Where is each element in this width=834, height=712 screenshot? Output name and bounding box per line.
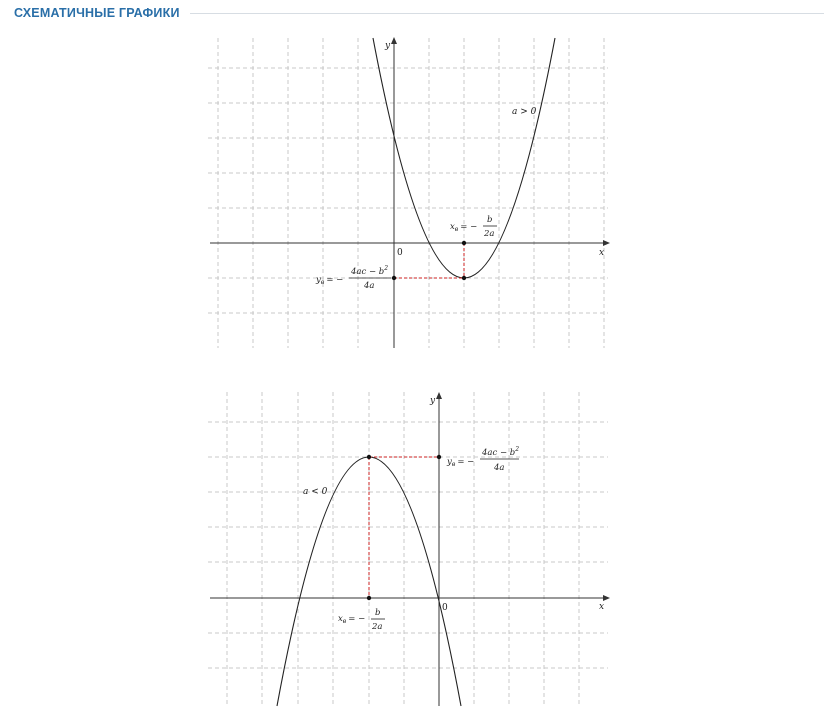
section-title: СХЕМАТИЧНЫЕ ГРАФИКИ (14, 6, 180, 20)
fraction-denominator: 2a (483, 229, 494, 239)
section-header: СХЕМАТИЧНЫЕ ГРАФИКИ (14, 4, 824, 22)
vertex-x-formula: xв = − b 2a (450, 215, 497, 239)
x-axis-arrow (603, 595, 610, 601)
graph-parabola-down: y x 0 a < 0 yв = − 4ac − b2 4a xв = − b 2a (208, 392, 610, 707)
svg-text:xв= −: xв = − (338, 614, 365, 625)
grid (208, 38, 608, 348)
fraction-denominator: 2a (371, 622, 382, 632)
svg-text:4ac − b2: 4ac − b2 (350, 265, 388, 277)
vertex-point (366, 454, 372, 460)
x-axis-label: x (599, 248, 604, 258)
condition-label: a < 0 (303, 487, 328, 497)
svg-text:yв= −: yв = − (446, 457, 474, 468)
vertex-y-formula: yв = − 4ac − b2 4a (446, 446, 519, 473)
svg-text:yв= −: yв = − (315, 275, 343, 286)
section-divider (189, 12, 824, 14)
vertex-y-formula: yв = − 4ac − b2 4a (315, 265, 391, 291)
vertex-x-formula: xв = − b 2a (338, 608, 385, 632)
vertex-y-point (391, 275, 397, 281)
vertex-y-point (436, 454, 442, 460)
svg-text:xв= −: xв = − (450, 222, 477, 233)
vertex-point (461, 275, 467, 281)
y-axis-arrow (391, 37, 397, 44)
fraction-denominator: 4a (493, 463, 504, 473)
vertex-x-point (461, 240, 467, 246)
condition-label: a > 0 (512, 107, 537, 117)
svg-text:4ac − b2: 4ac − b2 (481, 446, 519, 458)
y-axis-arrow (436, 392, 442, 399)
fraction-numerator: b (487, 215, 492, 225)
fraction-denominator: 4a (363, 281, 374, 291)
y-axis-label: y (429, 396, 436, 406)
y-axis-label: y (384, 41, 391, 51)
x-axis-arrow (603, 240, 610, 246)
origin-label: 0 (397, 248, 403, 258)
fraction-numerator: b (375, 608, 380, 618)
vertex-x-point (366, 595, 372, 601)
x-axis-label: x (599, 602, 604, 612)
graph-parabola-up: y x 0 a > 0 xв = − b 2a yв = − 4ac − b2 4a (208, 37, 610, 348)
grid (208, 392, 608, 706)
origin-label: 0 (442, 603, 448, 613)
